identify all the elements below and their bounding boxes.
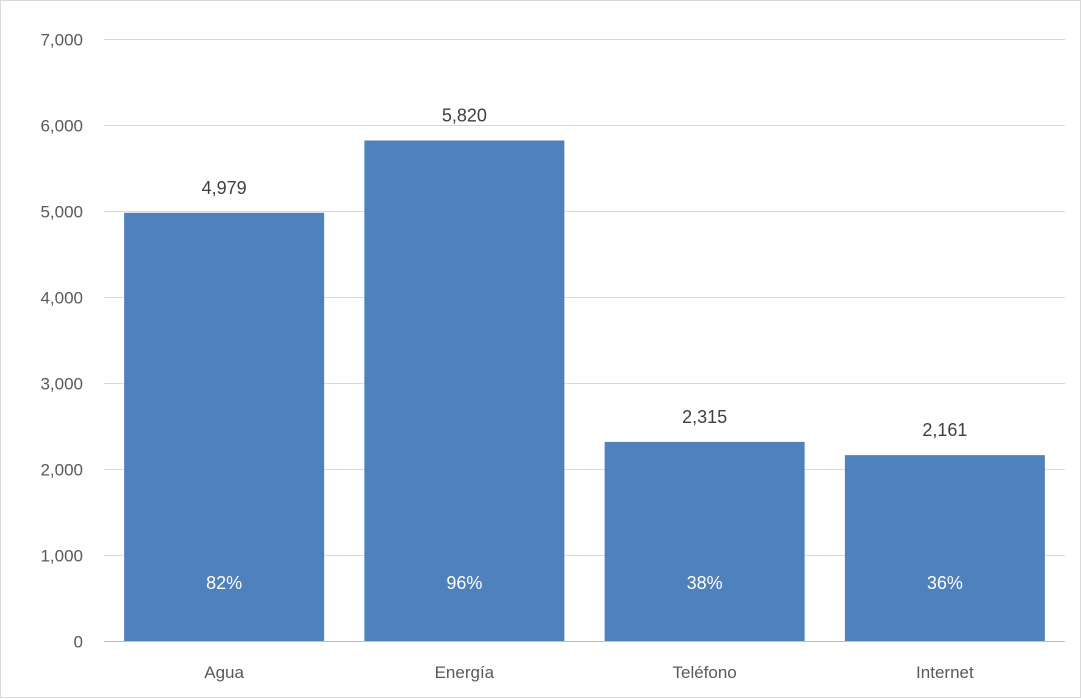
x-category-label: Energía <box>435 663 495 682</box>
bar-teléfono <box>604 441 805 641</box>
bar-percent-label: 38% <box>687 573 723 593</box>
bar-value-label: 2,315 <box>682 407 727 427</box>
bar-percent-label: 82% <box>206 573 242 593</box>
y-tick-label: 4,000 <box>40 289 83 308</box>
bar-percent-label: 36% <box>927 573 963 593</box>
bar-value-label: 4,979 <box>202 178 247 198</box>
y-tick-label: 5,000 <box>40 203 83 222</box>
y-tick-label: 0 <box>74 633 83 652</box>
y-axis: 0 1,000 2,000 3,000 4,000 5,000 6,000 7,000 <box>40 31 83 652</box>
bar-internet <box>844 455 1045 641</box>
bar-energía <box>364 140 565 642</box>
y-tick-label: 2,000 <box>40 461 83 480</box>
data-labels: 4,979 82% 5,820 96% 2,315 38% 2,161 36% <box>202 105 968 593</box>
x-category-label: Internet <box>916 663 974 682</box>
bars <box>124 140 1045 642</box>
x-axis: Agua Energía Teléfono Internet <box>104 641 1065 682</box>
bar-agua <box>124 212 325 641</box>
y-tick-label: 1,000 <box>40 547 83 566</box>
y-tick-label: 3,000 <box>40 375 83 394</box>
y-tick-label: 7,000 <box>40 31 83 50</box>
x-category-label: Teléfono <box>672 663 736 682</box>
bar-value-label: 5,820 <box>442 105 487 125</box>
bar-percent-label: 96% <box>446 573 482 593</box>
bar-value-label: 2,161 <box>922 420 967 440</box>
x-category-label: Agua <box>204 663 244 682</box>
y-tick-label: 6,000 <box>40 117 83 136</box>
